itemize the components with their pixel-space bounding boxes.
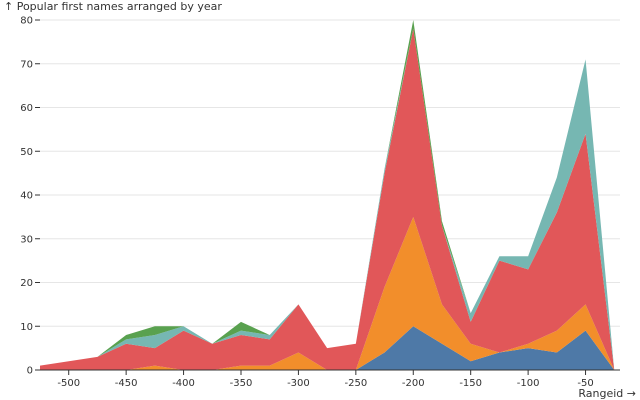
area-series-1 — [40, 326, 615, 370]
x-tick-label: -50 — [577, 378, 593, 389]
x-tick-label: -100 — [517, 378, 540, 389]
y-tick-label: 10 — [20, 322, 33, 333]
y-tick-label: 40 — [20, 191, 33, 202]
x-tick-label: -500 — [57, 378, 80, 389]
area-series-3 — [40, 28, 615, 370]
y-tick-label: 30 — [20, 234, 33, 245]
x-tick-label: -150 — [459, 378, 482, 389]
x-tick-label: -400 — [172, 378, 195, 389]
y-tick-label: 60 — [20, 103, 33, 114]
y-tick-label: 70 — [20, 59, 33, 70]
x-tick-label: -200 — [402, 378, 425, 389]
y-tick-label: 80 — [20, 16, 33, 27]
y-axis-ticks: 0 10 20 30 40 50 60 70 80 — [20, 16, 40, 377]
x-tick-label: -250 — [344, 378, 367, 389]
grid-lines — [40, 19, 620, 327]
x-tick-label: -450 — [115, 378, 138, 389]
x-tick-label: -300 — [287, 378, 310, 389]
y-tick-label: 50 — [20, 147, 33, 158]
y-tick-label: 0 — [27, 366, 33, 377]
x-axis-title: Rangeid → — [578, 387, 636, 400]
x-axis-ticks: -500 -450 -400 -350 -300 -250 -200 -150 -100 -50 — [57, 370, 594, 389]
y-tick-label: 20 — [20, 278, 33, 289]
y-axis-title: ↑ Popular first names arranged by year — [4, 0, 222, 13]
chart-areas — [40, 20, 615, 370]
x-tick-label: -350 — [230, 378, 253, 389]
